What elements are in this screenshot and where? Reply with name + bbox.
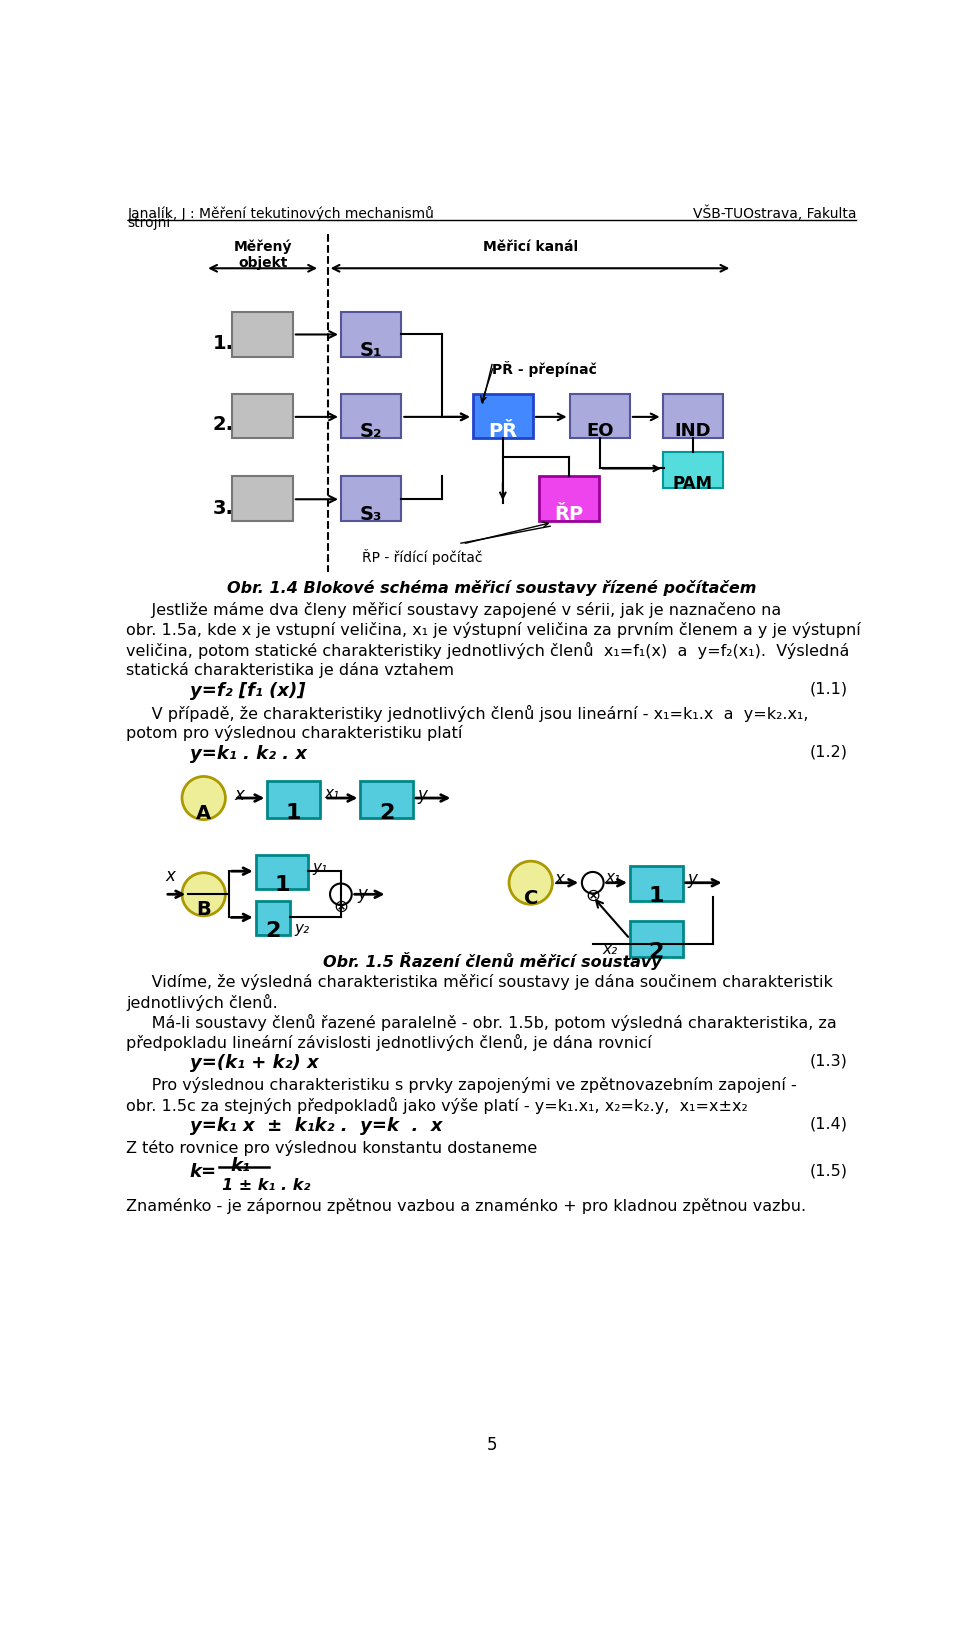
Text: y=f₂ [f₁ (x)]: y=f₂ [f₁ (x)]: [190, 681, 305, 699]
Text: ŘP: ŘP: [554, 504, 584, 524]
Text: y=k₁ . k₂ . x: y=k₁ . k₂ . x: [190, 745, 307, 763]
Text: x₁: x₁: [324, 787, 340, 802]
Bar: [630, 865, 683, 901]
Text: (1.1): (1.1): [809, 681, 848, 698]
Text: y₁: y₁: [312, 860, 327, 875]
Circle shape: [330, 883, 351, 906]
Bar: [232, 393, 293, 439]
Text: y: y: [687, 870, 697, 888]
Text: Znaménko - je zápornou zpětnou vazbou a znaménko + pro kladnou zpětnou vazbu.: Znaménko - je zápornou zpětnou vazbou a …: [126, 1198, 806, 1215]
Text: 1: 1: [649, 886, 664, 906]
Text: PAM: PAM: [673, 475, 712, 493]
Text: 2: 2: [265, 922, 280, 941]
Bar: [662, 452, 723, 488]
Text: obr. 1.5a, kde x je vstupní veličina, x₁ je výstupní veličina za prvním členem a: obr. 1.5a, kde x je vstupní veličina, x₁…: [126, 621, 861, 637]
Text: Měřicí kanál: Měřicí kanál: [483, 239, 578, 254]
Text: Janalík, J : Měření tekutinových mechanismů: Janalík, J : Měření tekutinových mechani…: [128, 207, 435, 221]
Text: y₂: y₂: [295, 922, 309, 937]
Text: Pro výslednou charakteristiku s prvky zapojenými ve zpětnovazebním zapojení -: Pro výslednou charakteristiku s prvky za…: [126, 1076, 797, 1093]
Bar: [267, 780, 320, 818]
Text: S₁: S₁: [360, 341, 382, 359]
Text: EO: EO: [586, 423, 613, 441]
Text: předpokladu lineární závislosti jednotlivých členů, je dána rovnicí: předpokladu lineární závislosti jednotli…: [126, 1034, 652, 1050]
Text: 2: 2: [379, 803, 395, 823]
Text: k₁: k₁: [230, 1156, 250, 1176]
Text: B: B: [197, 901, 211, 919]
Text: k=: k=: [190, 1163, 217, 1180]
Text: 1: 1: [275, 875, 290, 894]
Text: 1.: 1.: [213, 333, 234, 353]
Text: obr. 1.5c za stejných předpokladů jako výše platí - y=k₁.x₁, x₂=k₂.y,  x₁=x±x₂: obr. 1.5c za stejných předpokladů jako v…: [126, 1098, 748, 1114]
Text: ⊗: ⊗: [586, 886, 600, 904]
Circle shape: [509, 862, 552, 904]
Text: A: A: [196, 805, 211, 823]
Text: x: x: [234, 787, 245, 805]
Bar: [341, 312, 401, 356]
Text: veličina, potom statické charakteristiky jednotlivých členů  x₁=f₁(x)  a  y=f₂(x: veličina, potom statické charakteristiky…: [126, 642, 850, 659]
Text: S₂: S₂: [360, 423, 382, 441]
Text: (1.5): (1.5): [809, 1163, 848, 1177]
Bar: [341, 476, 401, 520]
Text: ŘP - řídící počítač: ŘP - řídící počítač: [362, 550, 483, 566]
Text: x: x: [554, 870, 564, 888]
Text: Obr. 1.4 Blokové schéma měřicí soustavy řízené počítačem: Obr. 1.4 Blokové schéma měřicí soustavy …: [228, 580, 756, 597]
Text: y=(k₁ + k₂) x: y=(k₁ + k₂) x: [190, 1054, 319, 1072]
Bar: [569, 393, 630, 439]
Text: IND: IND: [675, 423, 711, 441]
Text: (1.3): (1.3): [809, 1054, 848, 1068]
Text: y: y: [418, 787, 427, 805]
Bar: [662, 393, 723, 439]
Text: (1.2): (1.2): [809, 745, 848, 759]
Bar: [232, 312, 293, 356]
Bar: [341, 393, 401, 439]
Text: x₁: x₁: [605, 870, 620, 885]
Bar: [472, 393, 533, 439]
Text: x₂: x₂: [602, 941, 617, 958]
Text: 2.: 2.: [213, 415, 234, 434]
Text: 5: 5: [487, 1436, 497, 1454]
Text: y=k₁ x  ±  k₁k₂ .  y=k  .  x: y=k₁ x ± k₁k₂ . y=k . x: [190, 1117, 443, 1135]
Circle shape: [182, 777, 226, 820]
Bar: [360, 780, 413, 818]
Text: (1.4): (1.4): [809, 1117, 848, 1132]
Bar: [539, 476, 599, 520]
Bar: [255, 901, 290, 935]
Text: 1 ± k₁ . k₂: 1 ± k₁ . k₂: [223, 1179, 311, 1193]
Text: 2: 2: [649, 941, 664, 963]
Text: statická charakteristika je dána vztahem: statická charakteristika je dána vztahem: [126, 662, 454, 678]
Text: Z této rovnice pro výslednou konstantu dostaneme: Z této rovnice pro výslednou konstantu d…: [126, 1140, 538, 1156]
Text: x: x: [165, 867, 175, 885]
Bar: [630, 922, 683, 956]
Text: PŘ - přepínač: PŘ - přepínač: [492, 361, 597, 377]
Circle shape: [182, 873, 226, 915]
Bar: [232, 476, 293, 520]
Text: strojní: strojní: [128, 215, 171, 229]
Text: V případě, že charakteristiky jednotlivých členů jsou lineární - x₁=k₁.x  a  y=k: V případě, že charakteristiky jednotlivý…: [126, 704, 808, 722]
Text: Obr. 1.5 Řazení členů měřicí soustavy: Obr. 1.5 Řazení členů měřicí soustavy: [323, 953, 661, 971]
Text: potom pro výslednou charakteristiku platí: potom pro výslednou charakteristiku plat…: [126, 725, 463, 741]
Text: PŘ: PŘ: [489, 423, 517, 441]
Bar: [255, 855, 308, 889]
Text: ⊗: ⊗: [333, 898, 348, 915]
Text: jednotlivých členů.: jednotlivých členů.: [126, 993, 278, 1011]
Text: 3.: 3.: [213, 499, 234, 519]
Text: C: C: [523, 889, 538, 907]
Text: y: y: [357, 885, 367, 902]
Text: Má-li soustavy členů řazené paralelně - obr. 1.5b, potom výsledná charakteristik: Má-li soustavy členů řazené paralelně - …: [126, 1013, 837, 1031]
Text: 1: 1: [286, 803, 301, 823]
Text: Měřený
objekt: Měřený objekt: [234, 239, 293, 270]
Text: Jestliže máme dva členy měřicí soustavy zapojené v sérii, jak je naznačeno na: Jestliže máme dva členy měřicí soustavy …: [126, 602, 781, 618]
Text: S₃: S₃: [360, 504, 382, 524]
Text: Vidíme, že výsledná charakteristika měřicí soustavy je dána součinem charakteris: Vidíme, že výsledná charakteristika měři…: [126, 974, 833, 990]
Circle shape: [582, 872, 604, 894]
Text: VŠB-TUOstrava, Fakulta: VŠB-TUOstrava, Fakulta: [693, 207, 856, 221]
